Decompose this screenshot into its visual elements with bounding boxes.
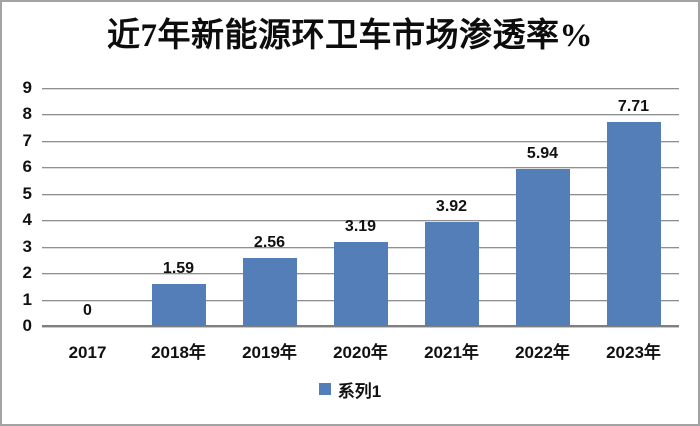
gridline-y4 (42, 220, 679, 222)
value-label-2018年: 1.59 (162, 259, 195, 277)
y-tick-label-3: 3 (22, 236, 32, 256)
x-tick-label-2019年: 2019年 (242, 343, 297, 362)
y-tick-label-7: 7 (22, 130, 32, 150)
gridline-y9 (42, 88, 679, 89)
y-tick-label-8: 8 (22, 104, 32, 124)
bar-2021年 (424, 222, 479, 326)
value-label-2022年: 5.94 (526, 144, 559, 162)
x-tick-label-2017: 2017 (68, 343, 107, 362)
value-label-2021年: 3.92 (435, 198, 468, 216)
x-tick-label-2023年: 2023年 (606, 343, 661, 362)
y-tick-label-6: 6 (22, 157, 32, 177)
y-tick-label-9: 9 (22, 78, 32, 97)
x-tick-label-2020年: 2020年 (333, 343, 388, 362)
chart-title: 近7年新能源环卫车市场渗透率% (107, 18, 593, 54)
legend: 系列1 (2, 378, 698, 401)
bar-2018年 (151, 283, 206, 326)
bar-2020年 (333, 241, 388, 326)
y-tick-label-5: 5 (22, 183, 32, 203)
y-tick-label-4: 4 (22, 210, 32, 230)
gridline-y8 (42, 114, 679, 116)
bar-2023年 (606, 122, 661, 326)
value-label-2023年: 7.71 (617, 98, 650, 116)
gridline-y7 (42, 140, 679, 142)
x-axis-line (42, 325, 679, 327)
bar-2019年 (242, 258, 297, 326)
x-tick-label-2022年: 2022年 (515, 343, 570, 362)
x-tick-label-2021年: 2021年 (424, 343, 479, 362)
y-tick-label-1: 1 (22, 289, 32, 309)
y-tick-label-2: 2 (22, 263, 32, 283)
gridline-y6 (42, 167, 679, 169)
legend-label-series1: 系列1 (337, 381, 382, 401)
value-label-2020年: 3.19 (344, 217, 377, 235)
value-label-2017: 0 (83, 302, 92, 319)
x-tick-label-2018年: 2018年 (151, 343, 206, 362)
value-label-2019年: 2.56 (253, 234, 286, 252)
bar-2022年 (515, 168, 570, 326)
y-tick-label-0: 0 (22, 316, 32, 335)
gridline-y5 (42, 193, 679, 195)
legend-swatch-series1 (318, 383, 331, 395)
